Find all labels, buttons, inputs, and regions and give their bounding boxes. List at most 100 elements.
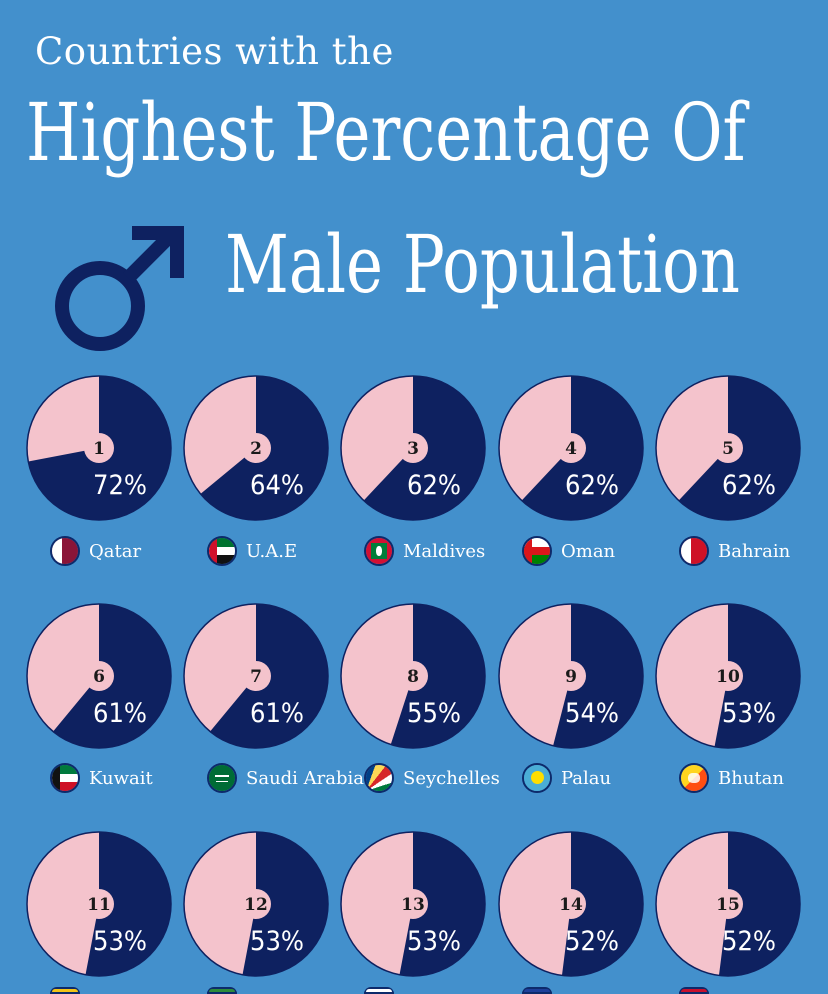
country-label-4: Oman [522,534,615,568]
rank-label-8: 8 [407,667,419,687]
seychelles-flag-icon [364,763,394,793]
rank-label-5: 5 [722,439,734,459]
pie-outline-15 [655,831,801,977]
pie-chart-3: 3 62% [340,375,486,521]
percent-label-9: 54% [565,698,619,729]
country-label-10: Bhutan [679,761,784,795]
rank-label-14: 14 [559,895,583,915]
pie-chart-9: 9 54% [498,603,644,749]
pie-outline-8 [340,603,486,749]
pie-outline-6 [26,603,172,749]
pie-outline-11 [26,831,172,977]
country-label-6: Kuwait [50,761,153,795]
oman-flag-icon [522,536,552,566]
rank-label-9: 9 [565,667,577,687]
percent-label-5: 62% [722,470,776,501]
rank-label-12: 12 [244,895,268,915]
country-name-3: Maldives [403,540,486,562]
percent-label-7: 61% [250,698,304,729]
title-line-1: Countries with the [35,30,394,73]
country-label-2: U.A.E [207,534,297,568]
rank-label-2: 2 [250,439,262,459]
country-label-1: Qatar [50,534,141,568]
rank-badge-3 [398,433,428,463]
rank-badge-4 [556,433,586,463]
rank-badge-12 [241,889,271,919]
country-label-7: Saudi Arabia [207,761,364,795]
country-name-7: Saudi Arabia [246,767,365,789]
male-slice-10 [714,604,800,748]
country-name-2: U.A.E [246,540,298,562]
pie-outline-1 [26,375,172,521]
country-name-4: Oman [561,540,616,562]
male-slice-12 [242,832,328,976]
red-flag-icon [679,987,709,994]
male-slice-9 [553,604,643,748]
rank-label-11: 11 [87,895,111,915]
rank-badge-14 [556,889,586,919]
rank-label-15: 15 [716,895,740,915]
pie-chart-8: 8 55% [340,603,486,749]
country-name-6: Kuwait [89,767,153,789]
rank-badge-2 [241,433,271,463]
male-slice-13 [399,832,485,976]
uae-flag-icon [207,536,237,566]
pie-chart-13: 13 53% [340,831,486,977]
rank-badge-8 [398,661,428,691]
male-slice-14 [561,832,643,976]
country-label-3: Maldives [364,534,485,568]
rank-badge-11 [84,889,114,919]
rank-badge-7 [241,661,271,691]
pie-outline-3 [340,375,486,521]
pie-outline-4 [498,375,644,521]
male-slice-15 [718,832,800,976]
pie-chart-7: 7 61% [183,603,329,749]
rank-badge-1 [84,433,114,463]
rank-badge-5 [713,433,743,463]
blue-flag-icon [522,987,552,994]
pie-chart-15: 15 52% [655,831,801,977]
percent-label-15: 52% [722,926,776,957]
percent-label-4: 62% [565,470,619,501]
rank-badge-9 [556,661,586,691]
percent-label-2: 64% [250,470,304,501]
kuwait-flag-icon [50,763,80,793]
pie-chart-12: 12 53% [183,831,329,977]
yellow-flag-icon [50,987,80,994]
percent-label-11: 53% [93,926,147,957]
qatar-flag-icon [50,536,80,566]
rank-label-7: 7 [250,667,262,687]
rank-badge-13 [398,889,428,919]
pie-chart-1: 1 72% [26,375,172,521]
rank-badge-15 [713,889,743,919]
pie-outline-10 [655,603,801,749]
maldives-flag-icon [364,536,394,566]
palau-flag-icon [522,763,552,793]
rank-label-3: 3 [407,439,419,459]
country-name-10: Bhutan [718,767,784,789]
percent-label-3: 62% [407,470,461,501]
percent-label-14: 52% [565,926,619,957]
country-label-8: Seychelles [364,761,500,795]
country-label-9: Palau [522,761,611,795]
country-name-9: Palau [561,767,612,789]
pie-outline-12 [183,831,329,977]
male-symbol-icon [55,226,184,351]
pie-chart-2: 2 64% [183,375,329,521]
pie-chart-11: 11 53% [26,831,172,977]
title-line-2: Highest Percentage Of [26,86,746,179]
country-name-1: Qatar [89,540,142,562]
male-slice-8 [390,604,485,748]
rank-label-13: 13 [401,895,425,915]
rank-label-4: 4 [565,439,577,459]
rank-label-10: 10 [716,667,740,687]
male-slice-11 [85,832,171,976]
bhutan-flag-icon [679,763,709,793]
country-name-5: Bahrain [718,540,791,562]
pie-chart-4: 4 62% [498,375,644,521]
saudi-arabia-flag-icon [207,763,237,793]
green-flag-icon [207,987,237,994]
rank-label-1: 1 [93,439,105,459]
pie-chart-5: 5 62% [655,375,801,521]
